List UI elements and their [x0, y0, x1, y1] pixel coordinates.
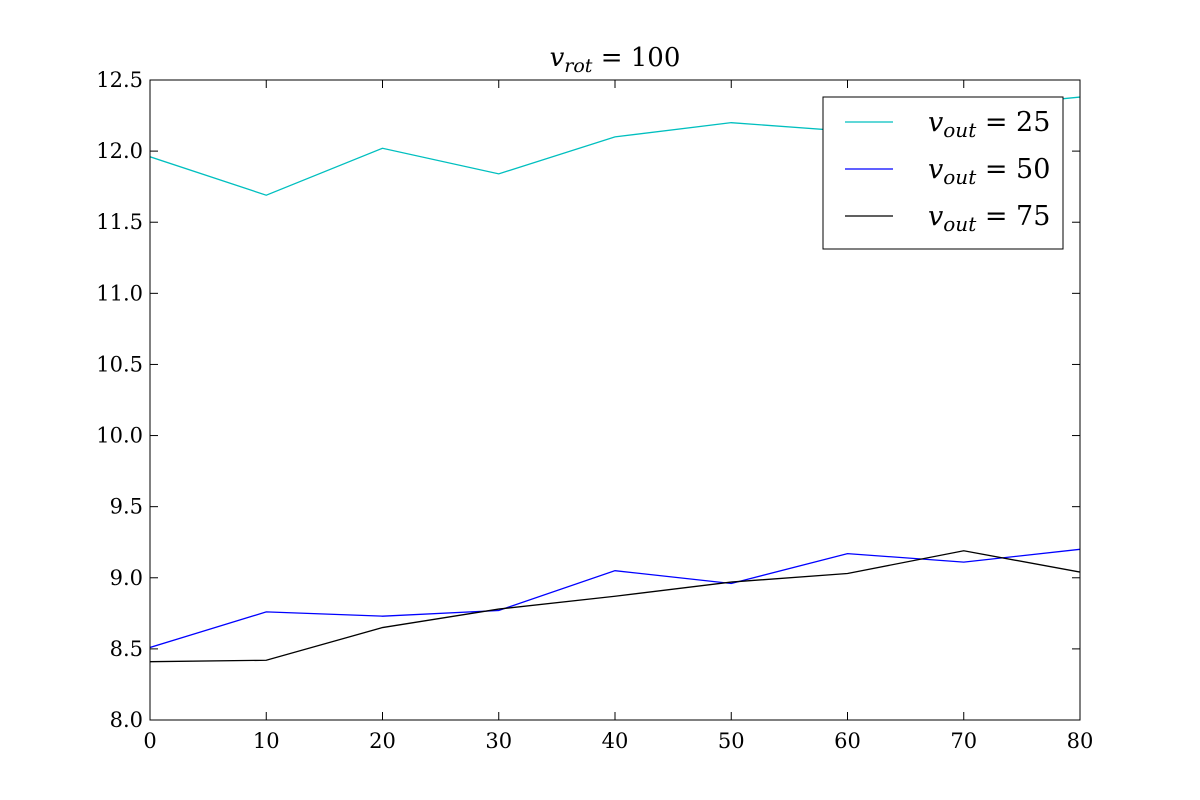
- y-tick-label: 11.0: [96, 281, 143, 305]
- x-tick-label: 70: [950, 729, 977, 753]
- y-tick-label: 10.5: [96, 352, 143, 376]
- x-tick-label: 60: [834, 729, 861, 753]
- chart-title: vrot = 100: [550, 43, 681, 77]
- y-tick-label: 12.5: [96, 68, 143, 92]
- y-tick-label: 12.0: [96, 139, 143, 163]
- y-tick-label: 8.5: [110, 637, 143, 661]
- x-tick-label: 10: [253, 729, 280, 753]
- y-tick-label: 9.5: [110, 495, 143, 519]
- ticks-layer: 0 10 20 30 40 50 60 70 80 8.0 8.5 9.0 9.5 10.0 10.5 11.…: [96, 68, 1093, 753]
- series-line-3: [150, 550, 1080, 663]
- y-tick-label: 10.0: [96, 424, 143, 448]
- y-tick-label: 9.0: [110, 566, 143, 590]
- legend: vout = 25 vout = 50 vout = 75: [822, 96, 1064, 250]
- y-tick-label: 11.5: [96, 210, 143, 234]
- legend-label-1: vout = 25: [928, 107, 1050, 142]
- legend-label-3: vout = 75: [928, 201, 1050, 236]
- x-tick-label: 80: [1067, 729, 1094, 753]
- x-tick-label: 30: [485, 729, 512, 753]
- x-tick-label: 40: [602, 729, 629, 753]
- x-tick-label: 0: [143, 729, 156, 753]
- x-tick-label: 50: [718, 729, 745, 753]
- x-tick-label: 20: [369, 729, 396, 753]
- legend-label-2: vout = 50: [928, 154, 1050, 189]
- y-tick-label: 8.0: [110, 708, 143, 732]
- series-line-2: [150, 548, 1080, 649]
